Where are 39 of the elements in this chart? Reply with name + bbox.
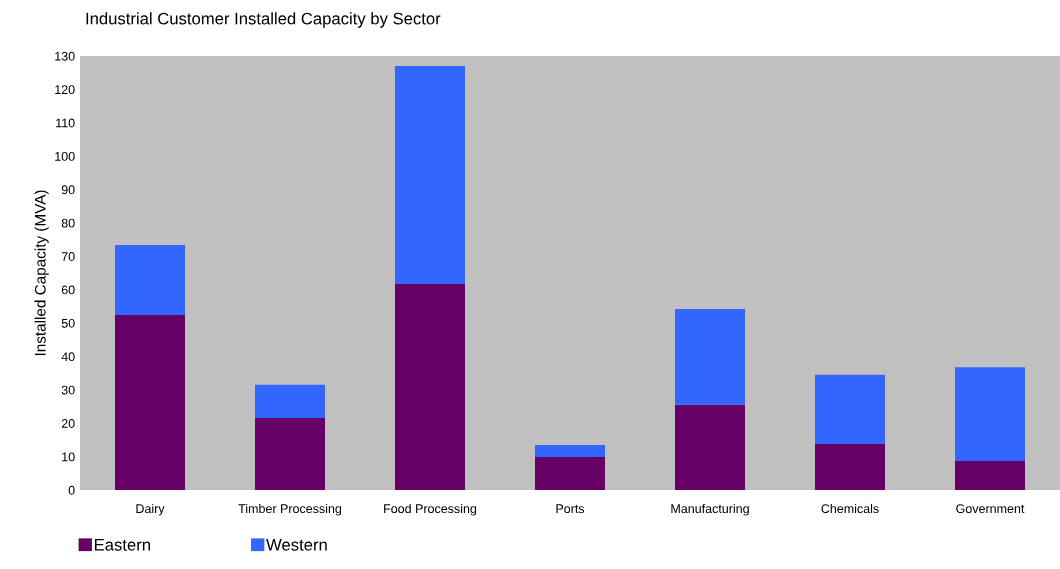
bar bbox=[115, 315, 185, 490]
y-tick-label: 20 bbox=[61, 419, 75, 428]
x-tick-label: Dairy bbox=[136, 503, 165, 516]
legend-label: Western bbox=[266, 539, 327, 551]
y-tick-label: 30 bbox=[61, 385, 75, 395]
y-tick-label: 90 bbox=[61, 185, 75, 195]
bar bbox=[675, 309, 745, 405]
x-tick-label: Manufacturing bbox=[671, 503, 749, 516]
y-tick-label: 130 bbox=[55, 51, 75, 61]
bar bbox=[815, 443, 885, 490]
bar bbox=[955, 460, 1025, 490]
bar bbox=[255, 417, 325, 490]
y-tick-label: 60 bbox=[61, 285, 75, 295]
x-tick-label: Food Processing bbox=[384, 503, 477, 516]
chart-title: Industrial Customer Installed Capacity by Sector bbox=[86, 12, 441, 28]
x-tick-label: Chemicals bbox=[821, 503, 879, 514]
x-tick-label: Government bbox=[956, 504, 1025, 514]
bar bbox=[395, 66, 465, 285]
y-tick-label: 80 bbox=[61, 218, 75, 228]
bar bbox=[675, 404, 745, 490]
x-tick-label: Timber Processing bbox=[238, 503, 342, 516]
bar bbox=[115, 244, 185, 316]
bar bbox=[395, 284, 465, 490]
y-tick-label: 70 bbox=[61, 252, 75, 261]
y-tick-label: 10 bbox=[62, 452, 75, 462]
bar bbox=[255, 384, 325, 418]
x-tick-label: Ports bbox=[556, 504, 585, 514]
bar bbox=[815, 374, 885, 444]
y-axis-title: Installed Capacity (MVA) bbox=[34, 190, 49, 356]
bar bbox=[535, 444, 605, 457]
bar bbox=[955, 367, 1025, 461]
y-tick-label: 0 bbox=[68, 485, 75, 495]
y-tick-label: 120 bbox=[55, 85, 75, 95]
y-tick-label: 100 bbox=[55, 151, 75, 161]
y-tick-label: 40 bbox=[61, 352, 75, 362]
bar bbox=[535, 456, 605, 490]
legend-label: Eastern bbox=[94, 539, 150, 551]
y-tick-label: 50 bbox=[61, 318, 75, 328]
y-tick-label: 110 bbox=[56, 118, 75, 128]
